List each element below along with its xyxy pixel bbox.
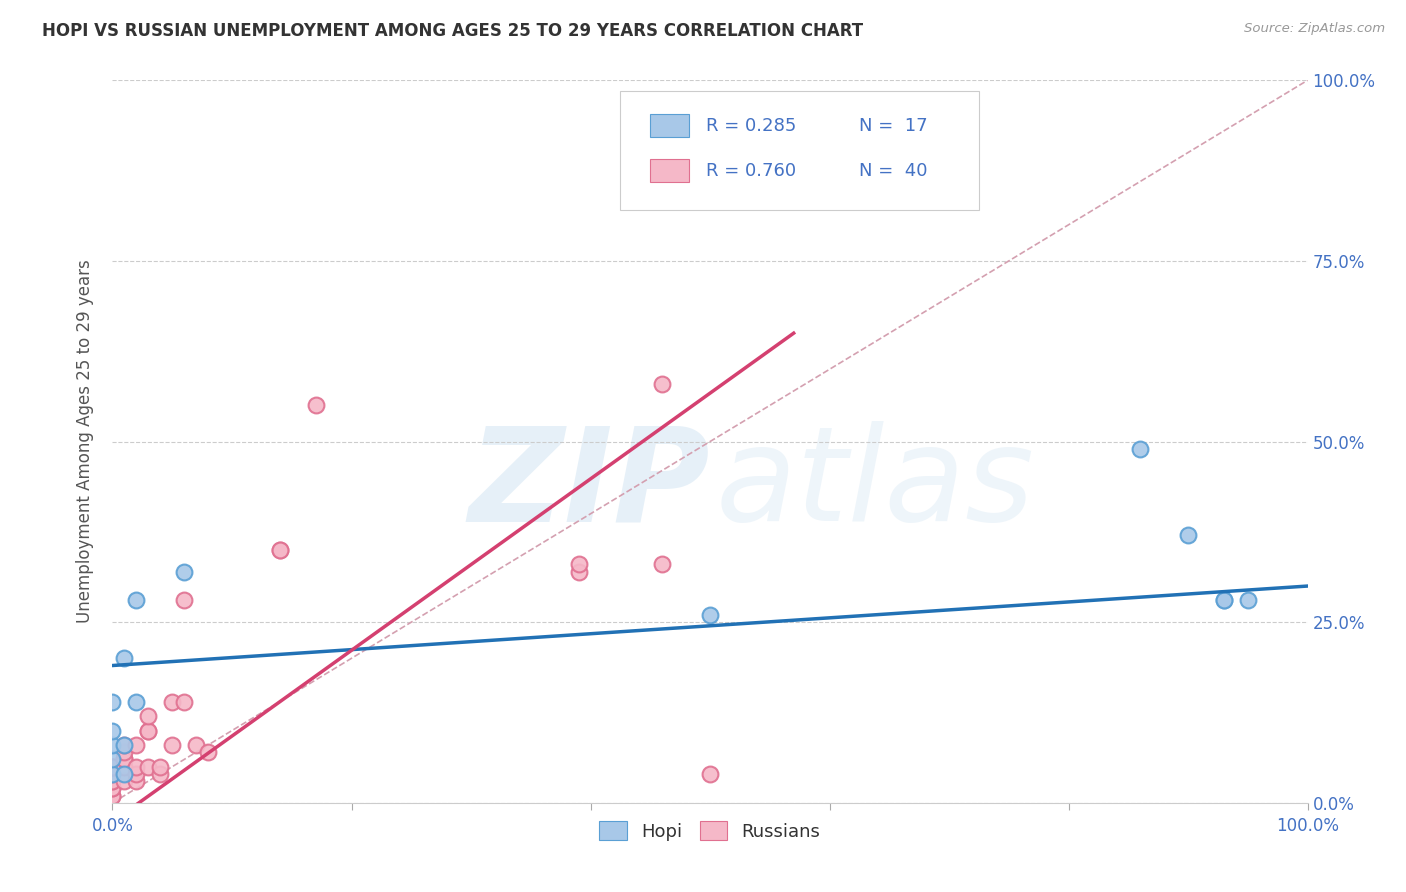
Point	[125, 695, 148, 709]
Y-axis label: Unemployment Among Ages 25 to 29 years: Unemployment Among Ages 25 to 29 years	[76, 260, 94, 624]
Point	[269, 542, 291, 557]
Text: N =  17: N = 17	[859, 117, 928, 135]
Point	[101, 767, 124, 781]
Point	[699, 767, 721, 781]
Point	[1213, 593, 1236, 607]
Point	[101, 760, 124, 774]
Point	[114, 760, 135, 774]
Point	[114, 651, 135, 665]
Point	[114, 752, 135, 766]
Point	[269, 542, 291, 557]
Point	[305, 398, 328, 412]
Point	[101, 760, 124, 774]
Point	[101, 781, 124, 796]
Text: Source: ZipAtlas.com: Source: ZipAtlas.com	[1244, 22, 1385, 36]
Point	[101, 781, 124, 796]
Text: R = 0.285: R = 0.285	[706, 117, 797, 135]
Point	[1213, 593, 1236, 607]
Point	[568, 558, 591, 572]
Text: N =  40: N = 40	[859, 161, 928, 179]
Point	[162, 738, 183, 752]
Point	[1129, 442, 1152, 456]
Point	[138, 723, 160, 738]
Point	[162, 695, 183, 709]
Point	[149, 767, 172, 781]
Point	[114, 774, 135, 789]
Point	[125, 760, 148, 774]
Point	[114, 752, 135, 766]
Point	[173, 593, 195, 607]
Point	[125, 738, 148, 752]
Point	[101, 789, 124, 803]
Point	[101, 723, 124, 738]
Text: R = 0.760: R = 0.760	[706, 161, 797, 179]
Text: atlas: atlas	[716, 421, 1035, 549]
Point	[101, 789, 124, 803]
Point	[173, 565, 195, 579]
Legend: Hopi, Russians: Hopi, Russians	[592, 814, 828, 848]
Point	[125, 767, 148, 781]
Point	[651, 376, 673, 391]
Text: HOPI VS RUSSIAN UNEMPLOYMENT AMONG AGES 25 TO 29 YEARS CORRELATION CHART: HOPI VS RUSSIAN UNEMPLOYMENT AMONG AGES …	[42, 22, 863, 40]
Text: ZIP: ZIP	[468, 421, 710, 549]
Point	[125, 774, 148, 789]
Point	[101, 695, 124, 709]
Point	[101, 752, 124, 766]
Bar	[651, 114, 689, 137]
Point	[114, 738, 135, 752]
Point	[1237, 593, 1260, 607]
Point	[114, 745, 135, 759]
Point	[699, 607, 721, 622]
Point	[101, 767, 124, 781]
Point	[138, 760, 160, 774]
Bar	[651, 159, 689, 182]
Point	[101, 774, 124, 789]
Point	[114, 738, 135, 752]
Point	[173, 695, 195, 709]
Point	[568, 565, 591, 579]
Point	[138, 709, 160, 723]
Point	[101, 774, 124, 789]
Point	[197, 745, 219, 759]
Point	[186, 738, 208, 752]
Point	[1177, 528, 1199, 542]
Point	[101, 760, 124, 774]
FancyBboxPatch shape	[620, 91, 979, 211]
Point	[149, 760, 172, 774]
Point	[114, 767, 135, 781]
Point	[125, 593, 148, 607]
Point	[101, 738, 124, 752]
Point	[138, 723, 160, 738]
Point	[651, 558, 673, 572]
